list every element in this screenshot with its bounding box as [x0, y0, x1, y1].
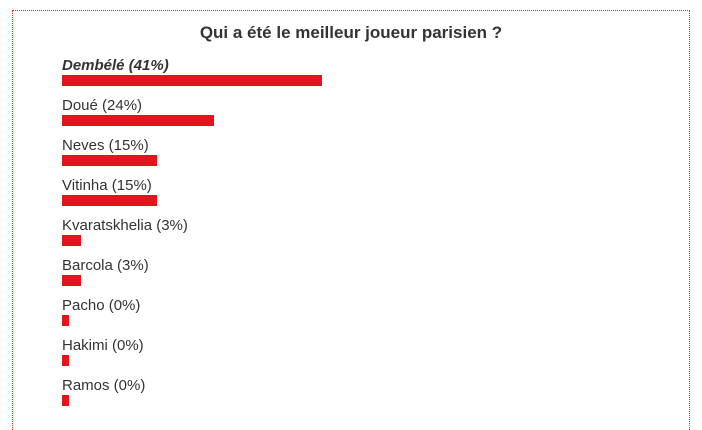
option-label: Ramos (0%)	[62, 377, 146, 394]
result-bar	[62, 275, 82, 286]
poll-title: Qui a été le meilleur joueur parisien ?	[199, 23, 503, 42]
option-label: Barcola (3%)	[62, 257, 149, 274]
option-label: Vitinha (15%)	[62, 177, 152, 194]
result-bar	[62, 195, 158, 206]
poll-option-pacho: Pacho (0%)	[62, 297, 322, 337]
result-bar	[62, 395, 69, 406]
poll-option-neves: Neves (15%)	[62, 137, 322, 177]
poll-option-doue: Doué (24%)	[62, 97, 322, 137]
poll-option-kvaratskhelia: Kvaratskhelia (3%)	[62, 217, 322, 257]
poll-options: Dembélé (41%) Doué (24%) Neves (15%) Vit…	[62, 57, 323, 417]
option-label: Doué (24%)	[62, 97, 143, 114]
result-bar	[62, 315, 69, 326]
result-bar	[62, 355, 69, 366]
option-label: Neves (15%)	[62, 137, 149, 154]
poll-option-ramos: Ramos (0%)	[62, 377, 322, 417]
option-label: Kvaratskhelia (3%)	[62, 217, 188, 234]
poll-option-barcola: Barcola (3%)	[62, 257, 322, 297]
result-bar	[62, 75, 323, 86]
poll-option-vitinha: Vitinha (15%)	[62, 177, 322, 217]
result-bar	[62, 115, 215, 126]
option-label: Pacho (0%)	[62, 297, 141, 314]
result-bar	[62, 235, 82, 246]
poll-option-hakimi: Hakimi (0%)	[62, 337, 322, 377]
option-label: Hakimi (0%)	[62, 337, 144, 354]
result-bar	[62, 155, 158, 166]
option-label: Dembélé (41%)	[62, 57, 169, 74]
poll-option-dembele: Dembélé (41%)	[62, 57, 323, 97]
poll-widget: Qui a été le meilleur joueur parisien ? …	[12, 10, 690, 430]
